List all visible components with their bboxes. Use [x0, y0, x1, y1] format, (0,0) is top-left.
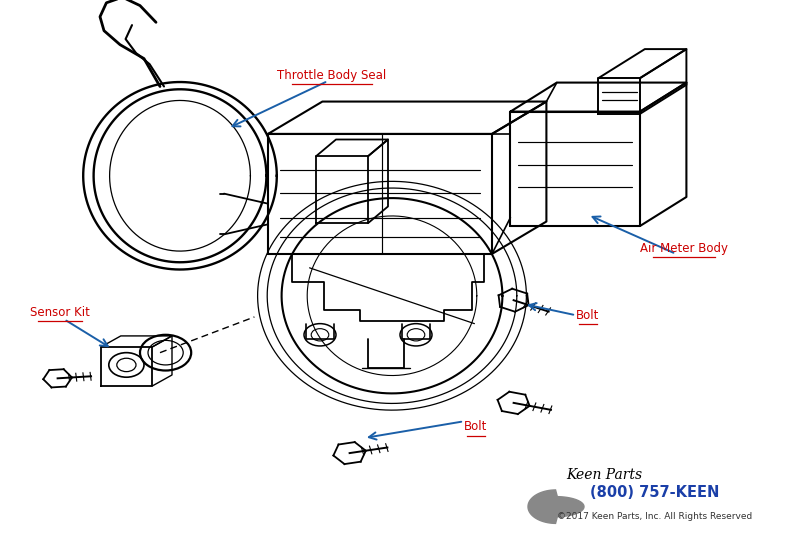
Text: Throttle Body Seal: Throttle Body Seal — [278, 69, 386, 82]
Text: Keen Parts: Keen Parts — [566, 468, 642, 483]
Text: Bolt: Bolt — [464, 420, 488, 434]
Polygon shape — [528, 490, 584, 523]
Text: Air Meter Body: Air Meter Body — [640, 242, 728, 255]
Text: Bolt: Bolt — [576, 309, 600, 322]
Text: ©2017 Keen Parts, Inc. All Rights Reserved: ©2017 Keen Parts, Inc. All Rights Reserv… — [557, 512, 752, 521]
Text: Sensor Kit: Sensor Kit — [30, 306, 90, 319]
Text: (800) 757-KEEN: (800) 757-KEEN — [590, 485, 719, 499]
